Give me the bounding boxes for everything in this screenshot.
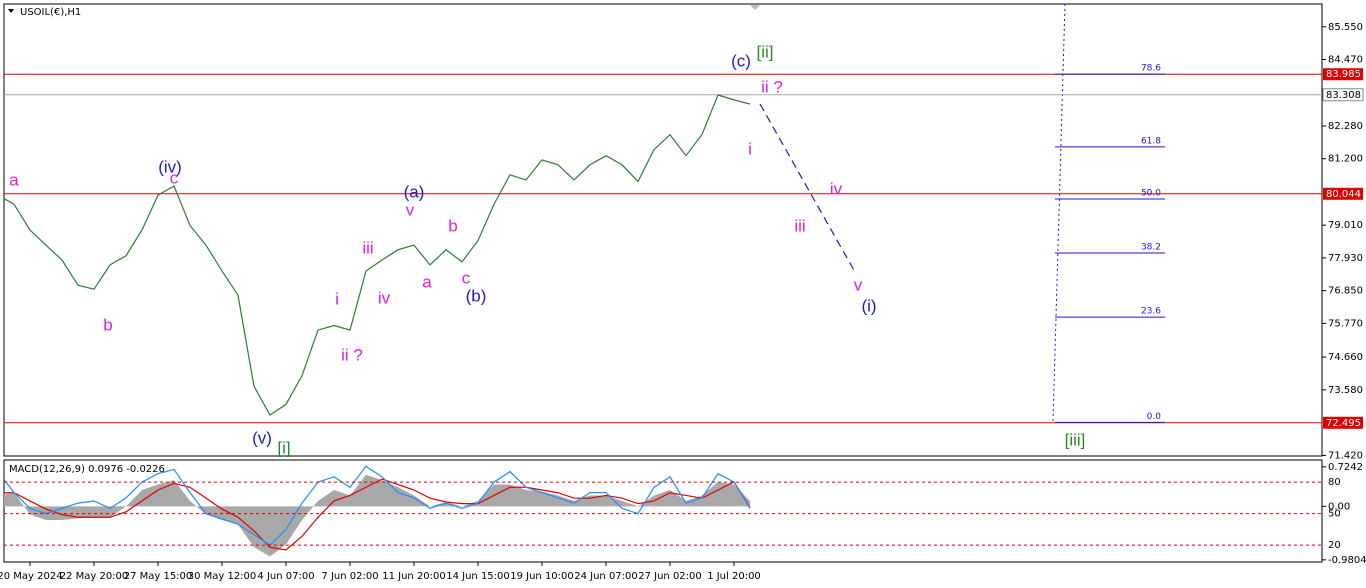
- wave-label: a: [422, 272, 432, 291]
- x-tick-label: 20 May 2024: [0, 571, 63, 582]
- wave-label: [ii]: [757, 42, 774, 61]
- wave-label: b: [103, 315, 112, 334]
- y-tick-label: 75.770: [1328, 318, 1363, 329]
- x-tick-label: 27 Jun 02:00: [638, 571, 702, 582]
- y-tick-label: 81.200: [1328, 154, 1363, 165]
- y-tick-label: 77.930: [1328, 253, 1363, 264]
- x-tick-label: 11 Jun 20:00: [382, 571, 446, 582]
- wave-label: v: [854, 275, 863, 294]
- wave-label: i: [335, 289, 339, 308]
- fib-label: 78.6: [1141, 64, 1161, 74]
- wave-label: ii ?: [341, 345, 363, 364]
- y-tick-label: 84.470: [1328, 55, 1363, 66]
- wave-label: c: [462, 268, 471, 287]
- fib-label: 0.0: [1147, 412, 1162, 422]
- y-tick-label: 74.660: [1328, 352, 1363, 363]
- wave-label: iii: [362, 238, 373, 257]
- wave-label: (v): [252, 428, 272, 447]
- wave-projection: [759, 103, 856, 273]
- macd-panel: [3, 459, 1323, 563]
- wave-label: iv: [830, 179, 843, 198]
- wave-label: i: [748, 139, 752, 158]
- y-tick-label: 82.280: [1328, 121, 1363, 132]
- x-tick-label: 7 Jun 02:00: [321, 571, 378, 582]
- wave-label: (iv): [158, 157, 182, 176]
- price-label: 80.044: [1326, 189, 1361, 200]
- x-tick-label: 30 May 12:00: [188, 571, 257, 582]
- fib-label: 23.6: [1141, 307, 1161, 317]
- price-label-box: [1322, 88, 1364, 102]
- fib-label: 38.2: [1141, 243, 1161, 253]
- x-tick-label: 27 May 15:00: [124, 571, 193, 582]
- price-label: 83.308: [1326, 90, 1361, 101]
- fib-label: 61.8: [1141, 136, 1161, 146]
- price-label: 72.495: [1326, 418, 1361, 429]
- y-tick-label: -0.9804: [1328, 555, 1366, 566]
- x-tick-label: 19 Jun 10:00: [510, 571, 574, 582]
- indicator-title: MACD(12,26,9) 0.0976 -0.0226: [9, 464, 165, 475]
- price-label-box: [1323, 416, 1363, 429]
- x-tick-label: 4 Jun 07:00: [257, 571, 314, 582]
- x-tick-label: 22 May 20:00: [60, 571, 129, 582]
- fib-label: 50.0: [1141, 189, 1161, 199]
- series-line: [4, 478, 751, 551]
- price-label-box: [1323, 187, 1363, 200]
- x-tick-label: 24 Jun 07:00: [574, 571, 638, 582]
- wave-label: iii: [794, 216, 805, 235]
- wave-label: (a): [404, 182, 425, 201]
- wave-label: (i): [861, 296, 876, 315]
- y-tick-label: 0.00: [1328, 501, 1350, 512]
- wave-label: b: [448, 216, 457, 235]
- y-tick-label: 0.7242: [1328, 462, 1363, 473]
- wave-label: ii ?: [761, 77, 783, 96]
- series-line: [4, 94, 751, 416]
- wave-label: [i]: [277, 438, 290, 457]
- wave-label: (b): [466, 286, 487, 305]
- chart-title: USOIL(€),H1: [20, 7, 81, 18]
- price-label-box: [1323, 68, 1363, 81]
- wave-label: (c): [731, 51, 751, 70]
- y-tick-label: 76.850: [1328, 286, 1363, 297]
- y2-tick-label: 20: [1328, 540, 1341, 551]
- wave-label: [iii]: [1065, 430, 1086, 449]
- wave-label: c: [170, 168, 179, 187]
- series-line: [4, 465, 751, 546]
- y-tick-label: 79.010: [1328, 220, 1363, 231]
- wave-label: iv: [378, 288, 391, 307]
- shift-marker: [750, 5, 760, 10]
- y-tick-label: 73.580: [1328, 385, 1363, 396]
- macd-histogram: [4, 474, 750, 557]
- wave-label: a: [9, 170, 19, 189]
- x-tick-label: 1 Jul 20:00: [707, 571, 761, 582]
- y2-tick-label: 50: [1328, 509, 1341, 520]
- y-tick-label: 85.550: [1328, 22, 1363, 33]
- wave-label: v: [406, 200, 415, 219]
- x-tick-label: 14 Jun 15:00: [446, 571, 510, 582]
- y2-tick-label: 80: [1328, 477, 1341, 488]
- price-label: 83.985: [1326, 69, 1361, 80]
- menu-arrow: [8, 9, 14, 13]
- price-panel: [3, 3, 1323, 457]
- y-tick-label: 71.420: [1328, 450, 1363, 461]
